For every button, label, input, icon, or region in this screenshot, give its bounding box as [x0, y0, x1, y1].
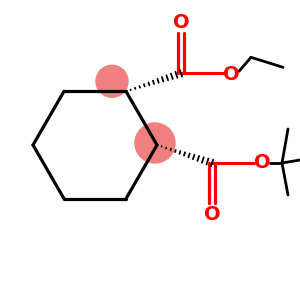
Circle shape — [135, 123, 175, 163]
Circle shape — [96, 65, 128, 97]
Text: O: O — [173, 13, 189, 32]
Text: O: O — [254, 152, 270, 172]
Text: O: O — [204, 205, 220, 224]
Text: O: O — [223, 65, 239, 84]
